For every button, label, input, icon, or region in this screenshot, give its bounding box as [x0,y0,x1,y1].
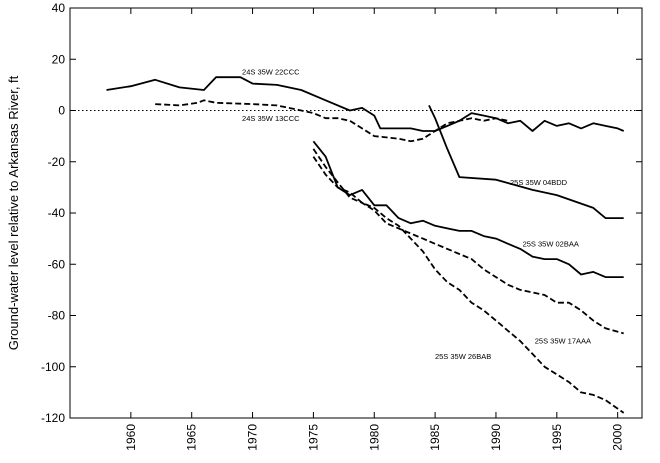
plot-area [69,7,643,419]
series-label: 25S 35W 04BDD [510,178,568,187]
series-labels: 24S 35W 22CCC 24S 35W 13CCC 25S 35W 04BDD 2… [242,68,591,361]
y-axis-title: Ground-water level relative to Arkansas … [6,75,21,350]
y-tick-label: 0 [58,104,65,118]
series-label: 24S 35W 22CCC [242,68,300,77]
x-tick-label: 1995 [550,424,564,451]
y-tick-label: 20 [52,52,66,66]
x-tick-label: 2000 [611,424,625,451]
series-line-25s-35w-17aaa [312,148,624,335]
y-tick-label: -120 [41,411,65,425]
y-tick-label: -60 [48,257,66,271]
series-line-25s-35w-26bab [312,156,625,414]
x-tick-label: 1980 [367,424,381,451]
x-tick-label: 1990 [489,424,503,451]
series-line-24s-35w-13ccc [155,99,509,143]
y-tick-label: -40 [48,206,66,220]
series-line-25s-35w-04bdd [428,105,624,219]
series-label: 25S 35W 02BAA [523,239,579,248]
series-label: 24S 35W 13CCC [242,114,300,123]
x-tick-label: 1975 [306,424,320,451]
y-tick-label: 40 [52,1,66,15]
series-label: 25S 35W 17AAA [535,337,591,346]
y-tick-label: -20 [48,155,66,169]
y-tick-label: -80 [48,309,66,323]
series-line-24s-35w-22ccc [106,76,625,132]
x-tick-label: 1965 [185,424,199,451]
x-axis: 1960 1965 1970 1975 1980 1985 1990 1995 2000 [124,8,625,451]
series-label: 25S 35W 26BAB [435,352,491,361]
series-line-25s-35w-02baa [312,140,624,278]
x-tick-label: 1960 [124,424,138,451]
y-tick-label: -100 [41,360,65,374]
x-tick-label: 1970 [246,424,260,451]
x-tick-label: 1985 [428,424,442,451]
series-lines [106,76,625,414]
y-axis: 40 20 0 -20 -40 -60 -80 -100 -120 [41,1,642,425]
